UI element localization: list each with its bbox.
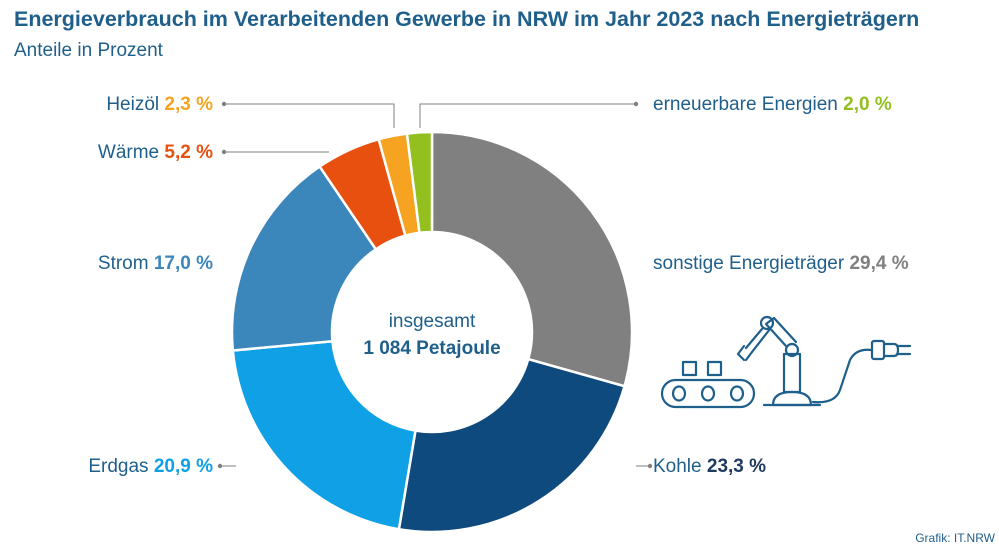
label-erdgas: Erdgas 20,9 %: [88, 456, 213, 477]
label-waerme: Wärme 5,2 %: [98, 142, 213, 163]
center-label-text: insgesamt: [389, 311, 476, 332]
slice-erneuerbare-energien: [405, 130, 434, 235]
label-name-erdgas: Erdgas: [88, 456, 153, 477]
label-value-kohle: 23,3 %: [707, 456, 766, 477]
label-kohle: Kohle 23,3 %: [653, 456, 766, 477]
slice-labels: sonstige Energieträger 29,4 % Kohle 23,3 …: [88, 94, 908, 477]
leader-lines: [217, 101, 653, 469]
label-name-kohle: Kohle: [653, 456, 707, 477]
label-sonstige-energietraeger: sonstige Energieträger 29,4 %: [653, 253, 909, 274]
label-value-waerme: 5,2 %: [164, 142, 213, 163]
label-erneuerbare-energien: erneuerbare Energien 2,0 %: [653, 94, 892, 115]
center-total-value: 1 084 Petajoule: [363, 338, 500, 359]
label-strom: Strom 17,0 %: [98, 253, 213, 274]
label-value-strom: 17,0 %: [154, 253, 213, 274]
source-credit: Grafik: IT.NRW: [915, 531, 995, 545]
leader-dot-kohle: [647, 463, 653, 469]
slice-erdgas: [231, 339, 417, 531]
leader-line-heizoel: [224, 103, 395, 128]
label-name-heizoel: Heizöl: [106, 94, 164, 115]
donut-slices: [230, 130, 634, 534]
leader-dot-erdgas: [217, 463, 223, 469]
label-value-erdgas: 20,9 %: [154, 456, 213, 477]
leader-dot-heizoel: [221, 101, 227, 107]
label-value-erneuerbare-energien: 2,0 %: [843, 94, 892, 115]
leader-line-erneuerbare-energien: [419, 103, 636, 128]
chart-title: Energieverbrauch im Verarbeitenden Gewer…: [14, 7, 920, 31]
leader-dot-waerme: [221, 149, 227, 155]
label-name-erneuerbare-energien: erneuerbare Energien: [653, 94, 843, 115]
label-value-sonstige-energietraeger: 29,4 %: [849, 253, 908, 274]
label-name-strom: Strom: [98, 253, 154, 274]
label-name-waerme: Wärme: [98, 142, 165, 163]
industrial-robot-conveyor-plug-icon: [660, 315, 912, 409]
leader-dot-erneuerbare-energien: [633, 101, 639, 107]
slice-kohle: [397, 357, 627, 534]
label-heizoel: Heizöl 2,3 %: [106, 94, 213, 115]
slice-strom: [230, 164, 378, 352]
chart-subtitle: Anteile in Prozent: [14, 40, 163, 61]
slice-sonstige-energietraeger: [430, 130, 634, 388]
label-value-heizoel: 2,3 %: [164, 94, 213, 115]
label-name-sonstige-energietraeger: sonstige Energieträger: [653, 253, 849, 274]
